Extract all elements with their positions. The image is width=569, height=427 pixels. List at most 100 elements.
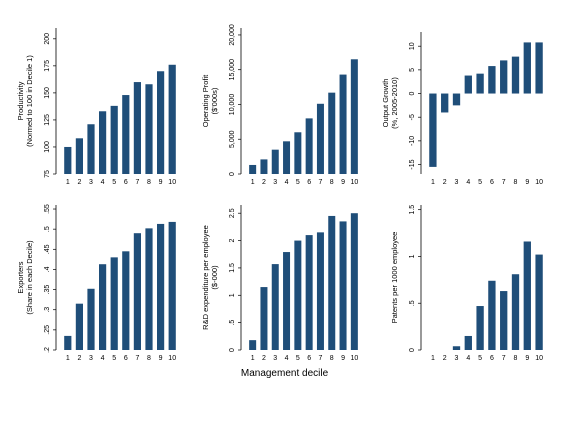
bar-decile-6 bbox=[305, 118, 313, 174]
x-tick-label: 1 bbox=[431, 179, 435, 186]
chart-panel-3: -15 -10 -5 0 5 10 Output Growth (%, 2005-2010) 1… bbox=[381, 32, 543, 186]
x-tick-label: 10 bbox=[350, 355, 358, 362]
x-tick-label: 6 bbox=[124, 355, 128, 362]
bar-decile-1 bbox=[64, 146, 72, 174]
y-tick-label: 0 bbox=[229, 172, 236, 176]
chart-panel-6: 0 .5 1 1.5 Patents per 1000 employee 1 2 3 4 5 6 7 8… bbox=[390, 205, 543, 362]
x-tick-label: 3 bbox=[455, 355, 459, 362]
bar-decile-8 bbox=[145, 84, 153, 174]
x-tick-label: 8 bbox=[147, 355, 151, 362]
y-tick-label: 5,000 bbox=[229, 130, 236, 148]
bar-decile-10 bbox=[535, 42, 543, 94]
bar-decile-6 bbox=[488, 280, 496, 350]
x-tick-label: 4 bbox=[466, 355, 470, 362]
x-tick-label: 2 bbox=[443, 179, 447, 186]
bar-decile-6 bbox=[488, 66, 496, 94]
y-tick-label: .3 bbox=[44, 307, 51, 313]
x-tick-label: 7 bbox=[318, 179, 322, 186]
bar-decile-8 bbox=[145, 228, 153, 350]
bar-decile-5 bbox=[294, 240, 302, 350]
x-tick-label: 8 bbox=[147, 179, 151, 186]
bar-decile-10 bbox=[350, 59, 358, 174]
x-tick-label: 4 bbox=[466, 179, 470, 186]
x-tick-label: 10 bbox=[168, 355, 176, 362]
bar-decile-3 bbox=[271, 264, 279, 350]
bar-decile-3 bbox=[87, 288, 95, 350]
bar-decile-7 bbox=[316, 103, 324, 174]
x-tick-label: 1 bbox=[431, 355, 435, 362]
bar-decile-4 bbox=[464, 75, 472, 94]
y-tick-label: 150 bbox=[44, 87, 51, 99]
bar-decile-7 bbox=[500, 291, 508, 350]
bar-decile-6 bbox=[122, 95, 130, 174]
bar-decile-6 bbox=[122, 251, 130, 350]
y-tick-label: -10 bbox=[409, 136, 416, 146]
bar-decile-10 bbox=[168, 64, 176, 174]
y-axis-label: ($'000s) bbox=[210, 87, 219, 114]
bar-decile-8 bbox=[328, 92, 336, 174]
bar-decile-7 bbox=[500, 60, 508, 94]
y-tick-label: 0 bbox=[409, 348, 416, 352]
bar-decile-7 bbox=[133, 233, 141, 350]
x-tick-label: 1 bbox=[251, 179, 255, 186]
y-tick-label: 0 bbox=[229, 348, 236, 352]
y-tick-label: 1 bbox=[409, 254, 416, 258]
x-tick-label: 4 bbox=[285, 355, 289, 362]
bar-decile-8 bbox=[328, 215, 336, 350]
y-tick-label: 175 bbox=[44, 60, 51, 72]
y-axis-label: (Normed to 100 in Decile 1) bbox=[25, 55, 34, 147]
bar-decile-1 bbox=[64, 335, 72, 350]
y-tick-label: 20,000 bbox=[229, 24, 236, 46]
y-tick-label: 2.5 bbox=[229, 208, 236, 218]
y-tick-label: 2 bbox=[229, 239, 236, 243]
x-tick-label: 10 bbox=[168, 179, 176, 186]
chart-panel-2: 0 5,000 10,000 15,000 20,000 Operating Profit… bbox=[201, 24, 358, 186]
bar-decile-10 bbox=[168, 221, 176, 350]
x-tick-label: 10 bbox=[350, 179, 358, 186]
y-tick-label: 75 bbox=[44, 170, 51, 178]
y-tick-label: 100 bbox=[44, 141, 51, 153]
x-tick-label: 7 bbox=[135, 179, 139, 186]
bar-decile-5 bbox=[294, 132, 302, 174]
bar-decile-5 bbox=[476, 306, 484, 350]
y-axis-label: Patents per 1000 employee bbox=[390, 232, 399, 324]
bar-decile-4 bbox=[99, 111, 107, 174]
y-tick-label: .5 bbox=[409, 300, 416, 306]
x-tick-label: 7 bbox=[135, 355, 139, 362]
bar-decile-1 bbox=[429, 93, 437, 167]
y-tick-label: 1.5 bbox=[409, 205, 416, 215]
y-axis-label: R&D expenditure per employee bbox=[201, 225, 210, 330]
x-tick-label: 6 bbox=[307, 179, 311, 186]
bar-decile-2 bbox=[75, 303, 83, 350]
x-tick-label: 1 bbox=[66, 355, 70, 362]
chart-panel-5: 0 .5 1 1.5 2 2.5 R&D expenditure per employee(… bbox=[201, 205, 358, 362]
bar-decile-4 bbox=[99, 264, 107, 350]
y-tick-label: -15 bbox=[409, 159, 416, 169]
bar-decile-1 bbox=[249, 164, 257, 174]
y-tick-label: 10,000 bbox=[229, 94, 236, 116]
bar-decile-9 bbox=[157, 223, 165, 350]
bar-decile-8 bbox=[511, 56, 520, 94]
x-tick-label: 4 bbox=[101, 355, 105, 362]
x-tick-label: 8 bbox=[330, 179, 334, 186]
bar-decile-9 bbox=[339, 74, 347, 174]
chart-panel-4: .2 .25 .3 .35 .4 .45 .5 .55 Exporters (Share in e… bbox=[16, 204, 176, 362]
x-tick-label: 9 bbox=[525, 179, 529, 186]
bar-decile-8 bbox=[511, 274, 520, 350]
bar-decile-10 bbox=[535, 254, 543, 350]
x-tick-label: 5 bbox=[112, 179, 116, 186]
bar-decile-10 bbox=[350, 213, 358, 350]
bar-decile-3 bbox=[87, 124, 95, 174]
y-axis-label: Exporters bbox=[16, 261, 25, 293]
x-tick-label: 8 bbox=[514, 355, 518, 362]
bar-decile-9 bbox=[523, 241, 531, 350]
y-tick-label: .4 bbox=[44, 266, 51, 272]
x-tick-label: 4 bbox=[285, 179, 289, 186]
bar-decile-4 bbox=[283, 141, 291, 174]
bar-decile-1 bbox=[249, 340, 257, 350]
x-tick-label: 3 bbox=[455, 179, 459, 186]
y-tick-label: .25 bbox=[44, 325, 51, 335]
bar-decile-4 bbox=[283, 252, 291, 350]
